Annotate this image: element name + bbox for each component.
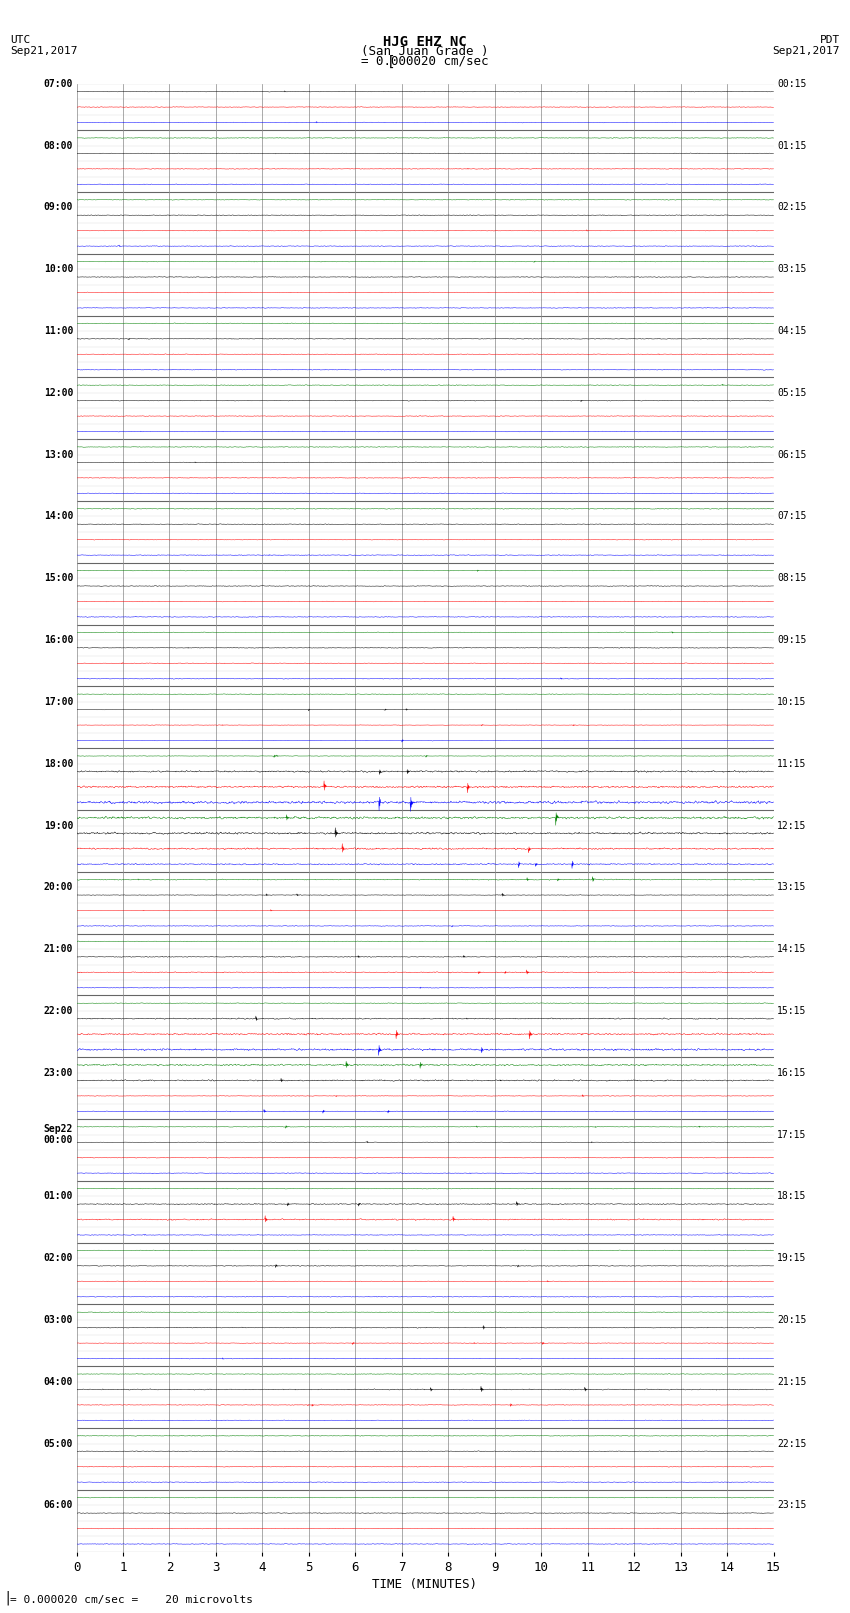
Text: 06:15: 06:15 — [777, 450, 807, 460]
Text: 22:00: 22:00 — [43, 1007, 73, 1016]
Text: (San Juan Grade ): (San Juan Grade ) — [361, 45, 489, 58]
Text: UTC
Sep21,2017: UTC Sep21,2017 — [10, 35, 77, 56]
Text: 12:15: 12:15 — [777, 821, 807, 831]
Text: 05:15: 05:15 — [777, 387, 807, 398]
Text: 01:15: 01:15 — [777, 140, 807, 150]
Text: 18:15: 18:15 — [777, 1192, 807, 1202]
Text: 01:00: 01:00 — [43, 1192, 73, 1202]
Text: [: [ — [387, 55, 395, 69]
Text: 00:15: 00:15 — [777, 79, 807, 89]
Text: PDT
Sep21,2017: PDT Sep21,2017 — [773, 35, 840, 56]
Text: = 0.000020 cm/sec =    20 microvolts: = 0.000020 cm/sec = 20 microvolts — [10, 1595, 253, 1605]
Text: 06:00: 06:00 — [43, 1500, 73, 1510]
Text: 13:00: 13:00 — [43, 450, 73, 460]
Text: 20:00: 20:00 — [43, 882, 73, 892]
Text: 21:15: 21:15 — [777, 1378, 807, 1387]
Text: 11:15: 11:15 — [777, 758, 807, 769]
Text: 18:00: 18:00 — [43, 758, 73, 769]
Text: 16:15: 16:15 — [777, 1068, 807, 1077]
X-axis label: TIME (MINUTES): TIME (MINUTES) — [372, 1578, 478, 1590]
Text: 21:00: 21:00 — [43, 944, 73, 955]
Text: 10:00: 10:00 — [43, 265, 73, 274]
Text: 07:15: 07:15 — [777, 511, 807, 521]
Text: 17:00: 17:00 — [43, 697, 73, 706]
Text: 02:15: 02:15 — [777, 203, 807, 213]
Text: 09:00: 09:00 — [43, 203, 73, 213]
Text: 20:15: 20:15 — [777, 1315, 807, 1324]
Text: 02:00: 02:00 — [43, 1253, 73, 1263]
Text: 04:15: 04:15 — [777, 326, 807, 336]
Text: 14:00: 14:00 — [43, 511, 73, 521]
Text: 17:15: 17:15 — [777, 1129, 807, 1139]
Text: 14:15: 14:15 — [777, 944, 807, 955]
Text: 15:00: 15:00 — [43, 573, 73, 584]
Text: 03:15: 03:15 — [777, 265, 807, 274]
Text: = 0.000020 cm/sec: = 0.000020 cm/sec — [361, 55, 489, 68]
Text: 08:15: 08:15 — [777, 573, 807, 584]
Text: 19:00: 19:00 — [43, 821, 73, 831]
Text: 05:00: 05:00 — [43, 1439, 73, 1448]
Text: 12:00: 12:00 — [43, 387, 73, 398]
Text: 04:00: 04:00 — [43, 1378, 73, 1387]
Text: 09:15: 09:15 — [777, 636, 807, 645]
Text: 08:00: 08:00 — [43, 140, 73, 150]
Text: |: | — [3, 1590, 12, 1605]
Text: 19:15: 19:15 — [777, 1253, 807, 1263]
Text: 03:00: 03:00 — [43, 1315, 73, 1324]
Text: 23:00: 23:00 — [43, 1068, 73, 1077]
Text: Sep22
00:00: Sep22 00:00 — [43, 1124, 73, 1145]
Text: 22:15: 22:15 — [777, 1439, 807, 1448]
Text: HJG EHZ NC: HJG EHZ NC — [383, 35, 467, 48]
Text: 15:15: 15:15 — [777, 1007, 807, 1016]
Text: 07:00: 07:00 — [43, 79, 73, 89]
Text: 13:15: 13:15 — [777, 882, 807, 892]
Text: 10:15: 10:15 — [777, 697, 807, 706]
Text: 11:00: 11:00 — [43, 326, 73, 336]
Text: 23:15: 23:15 — [777, 1500, 807, 1510]
Text: 16:00: 16:00 — [43, 636, 73, 645]
